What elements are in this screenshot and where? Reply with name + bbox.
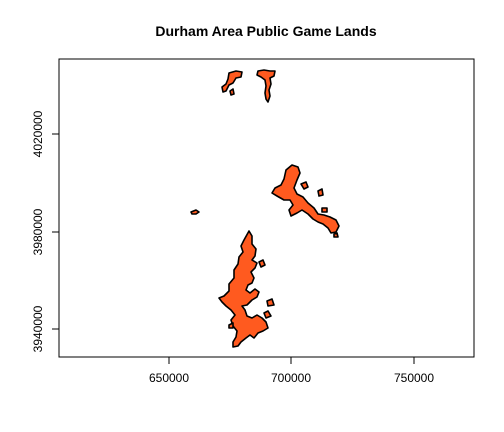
north-tract <box>256 69 276 103</box>
east-tract <box>317 188 324 197</box>
map-title: Durham Area Public Game Lands <box>155 23 376 39</box>
south-tract <box>266 298 275 307</box>
y-tick-label: 3980000 <box>31 208 45 255</box>
south-tract <box>228 322 234 329</box>
x-tick-label: 700000 <box>271 371 311 385</box>
y-axis: 3940000 3980000 4020000 <box>31 110 60 352</box>
east-tract <box>271 164 340 234</box>
x-tick-label: 750000 <box>394 371 434 385</box>
northwest-tract <box>221 70 243 93</box>
game-land-polygons <box>190 69 340 348</box>
east-tract <box>333 232 339 238</box>
east-tract <box>321 207 328 213</box>
y-tick-label: 4020000 <box>31 110 45 157</box>
east-tract <box>300 181 309 190</box>
south-tract <box>218 230 269 348</box>
south-tract <box>263 310 272 319</box>
south-tract <box>258 259 266 268</box>
northwest-tract <box>229 88 235 96</box>
x-axis: 650000 700000 750000 <box>149 356 434 385</box>
x-tick-label: 650000 <box>149 371 189 385</box>
y-tick-label: 3940000 <box>31 305 45 352</box>
small-west-tract <box>190 209 200 215</box>
